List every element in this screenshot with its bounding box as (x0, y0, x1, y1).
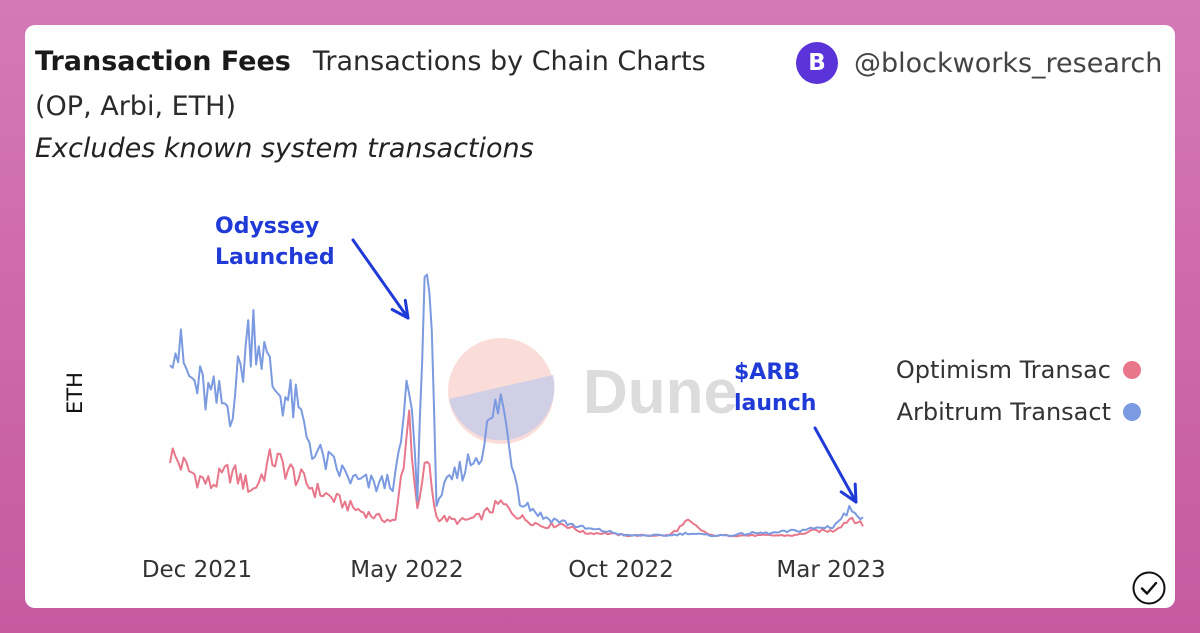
dune-logo-shade (449, 375, 555, 441)
series-line-optimism (169, 409, 864, 538)
annotation-arrow-head (390, 298, 410, 320)
legend-marker[interactable] (1123, 361, 1141, 379)
brand[interactable]: B @blockworks_research (796, 41, 1162, 85)
brand-handle[interactable]: @blockworks_research (854, 47, 1163, 79)
dune-watermark: Dune (448, 338, 738, 444)
line-chart: Dune ETH Dec 2021 May 2022 Oct 2022 Mar 2023… (63, 214, 1141, 583)
annotation-arrow-head (839, 482, 858, 504)
x-tick-label: Dec 2021 (142, 557, 252, 583)
legend-label[interactable]: Optimism Transac (896, 356, 1111, 384)
x-tick-label: Oct 2022 (568, 557, 674, 583)
y-axis-label: ETH (63, 372, 87, 414)
chart-note: Excludes known system transactions (35, 133, 534, 164)
check-circle-icon[interactable] (1132, 571, 1166, 605)
series-line-arbitrum (169, 273, 864, 538)
x-tick-label: May 2022 (350, 557, 463, 583)
chart-header: Transaction Fees Transactions by Chain Ch… (35, 39, 765, 129)
chart-title: Transaction Fees (35, 46, 291, 77)
annotation-text: Launched (215, 245, 335, 270)
blockworks-logo-icon: B (796, 42, 838, 84)
legend-label[interactable]: Arbitrum Transact (897, 398, 1111, 426)
legend-marker[interactable] (1123, 403, 1141, 421)
chart-subtitle: Transactions by Chain Charts (OP, Arbi, … (35, 46, 706, 122)
annotation-text: Odyssey (215, 214, 319, 239)
annotation-text: launch (734, 391, 816, 416)
chart-card: Transaction Fees Transactions by Chain Ch… (25, 25, 1175, 608)
dune-watermark-text: Dune (583, 358, 738, 427)
annotation-arrow-shaft (351, 238, 410, 320)
annotation-arrow-shaft (813, 426, 858, 504)
x-tick-label: Mar 2023 (776, 557, 885, 583)
annotation-text: $ARB (734, 360, 800, 385)
